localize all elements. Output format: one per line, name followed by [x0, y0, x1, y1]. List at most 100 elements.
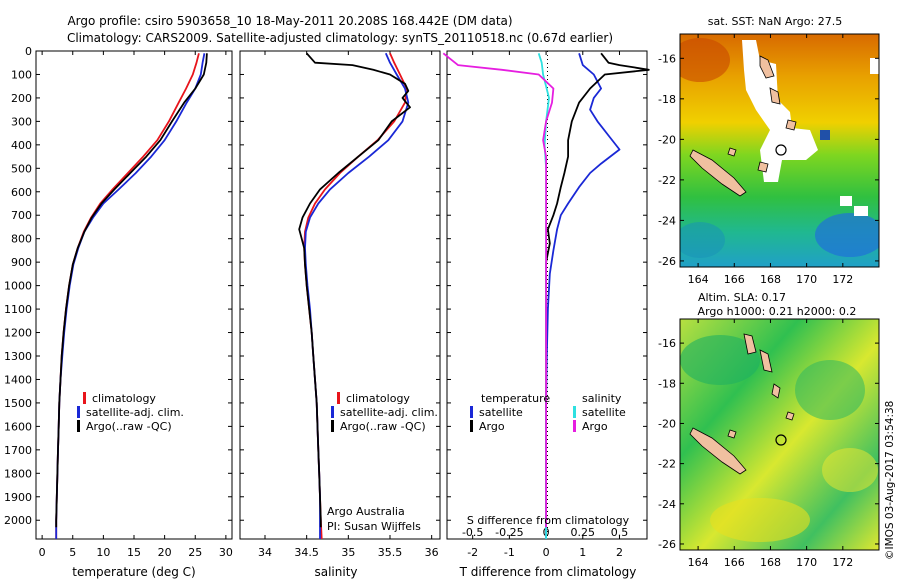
longitude-tick-label: 166: [724, 556, 745, 569]
cloud-mask-small: [854, 206, 868, 216]
depth-tick-label: 400: [11, 139, 32, 152]
temperature-plot-frame: [35, 50, 233, 540]
vanuatu-island: [785, 411, 795, 421]
pi-note: PI: Susan Wijffels: [327, 520, 421, 533]
legend-label-t-argo: Argo: [479, 420, 505, 433]
latitude-tick-label: -16: [658, 52, 676, 65]
latitude-tick-label: -20: [658, 133, 676, 146]
legend-label-argo: Argo(..raw -QC): [86, 420, 172, 433]
depth-tick-label: 100: [11, 68, 32, 81]
vanuatu-island: [759, 55, 775, 79]
salinity-x-label: salinity: [314, 565, 357, 579]
vanuatu-island: [785, 119, 797, 131]
temperature-legend: climatology satellite-adj. clim. Argo(..…: [77, 392, 184, 433]
depth-tick-label: 800: [11, 233, 32, 246]
legend-swatch-s-argo: [573, 420, 576, 432]
legend-label-climatology: climatology: [346, 392, 410, 405]
depth-tick-label: 2000: [4, 514, 32, 527]
figure-title-line2: Climatology: CARS2009. Satellite-adjuste…: [67, 31, 613, 45]
sla-field: [680, 319, 879, 550]
temperature-panel: 0100200300400500600700800900100011001200…: [4, 45, 233, 579]
latitude-tick-label: -24: [658, 214, 676, 227]
latitude-tick-label: -22: [658, 174, 676, 187]
legend-label-s-argo: Argo: [582, 420, 608, 433]
sla-low: [680, 335, 760, 385]
latitude-tick-label: -18: [658, 93, 676, 106]
s-difference-tick-label: -0.25: [495, 526, 523, 539]
temperature-series: [55, 53, 208, 539]
salinity-plot-frame: [239, 50, 441, 540]
x-tick-label: 34.5: [294, 546, 319, 559]
x-tick-label: 0: [39, 546, 46, 559]
legend-swatch-argo: [331, 420, 334, 432]
depth-tick-label: 300: [11, 115, 32, 128]
depth-tick-label: 1500: [4, 397, 32, 410]
depth-tick-label: 1300: [4, 350, 32, 363]
depth-tick-label: 1000: [4, 280, 32, 293]
depth-tick-label: 1800: [4, 467, 32, 480]
legend-swatch-climatology: [337, 392, 340, 404]
depth-axis: 0 100 200 300 400 500 600 700 800 900 1000 1100 1200…: [4, 45, 232, 527]
legend-label-t-satellite: satellite: [479, 406, 523, 419]
argo-australia-note: Argo Australia: [327, 505, 405, 518]
depth-tick-label: 900: [11, 256, 32, 269]
longitude-tick-label: 166: [724, 273, 745, 286]
x-tick-label: 35: [341, 546, 355, 559]
legend-swatch-satellite: [77, 406, 80, 418]
longitude-tick-label: 164: [688, 273, 709, 286]
depth-tick-label: 1900: [4, 491, 32, 504]
s-difference-tick-label: -0.5: [462, 526, 483, 539]
loyalty-island: [727, 147, 737, 157]
legend-label-satellite: satellite-adj. clim.: [340, 406, 438, 419]
series-line-argo-raw-qc: [298, 52, 411, 528]
sst-map: sat. SST: NaN Argo: 27.5 164 166 168 170 172…: [658, 15, 880, 286]
legend-title-temperature: temperature: [481, 392, 550, 405]
cool-patch: [815, 213, 879, 257]
salinity-depth-ticks: [240, 50, 440, 521]
sst-map-axes: 164 166 168 170 172 -16 -18 -20 -22 -24 -26: [658, 34, 879, 286]
depth-tick-label: 200: [11, 92, 32, 105]
sla-high: [710, 498, 810, 542]
legend-swatch-t-satellite: [470, 406, 473, 418]
depth-tick-label: 500: [11, 162, 32, 175]
x-tick-label: 0: [543, 546, 550, 559]
salinity-panel: 34 34.5 35 35.5 36 climatology satellite-adj…: [239, 50, 441, 579]
depth-tick-label: 1200: [4, 327, 32, 340]
x-tick-label: 34: [258, 546, 272, 559]
longitude-tick-label: 164: [688, 556, 709, 569]
sla-map: Altim. SLA: 0.17 Argo h1000: 0.21 h2000:…: [658, 291, 880, 569]
legend-swatch-argo: [77, 420, 80, 432]
depth-tick-label: 1600: [4, 420, 32, 433]
depth-tick-label: 1100: [4, 303, 32, 316]
difference-panel: -2 -1 0 1 2-0.5 -0.25 0 0.25 0.5 temperature sat…: [442, 50, 650, 579]
latitude-tick-label: -26: [658, 255, 676, 268]
cloud-mask-small: [840, 196, 852, 206]
loyalty-island: [727, 429, 737, 439]
vanuatu-island: [771, 383, 781, 399]
temperature-difference-label: T difference from climatology: [459, 565, 637, 579]
x-tick-label: 36: [425, 546, 439, 559]
temperature-x-label: temperature (deg C): [72, 565, 195, 579]
vanuatu-island: [769, 87, 781, 105]
series-line-salinity-argo: [442, 52, 555, 528]
depth-tick-label: 1700: [4, 444, 32, 457]
sst-map-frame: [679, 33, 880, 268]
legend-swatch-s-satellite: [573, 406, 576, 418]
s-difference-tick-label: 0.25: [571, 526, 596, 539]
argo-position-marker: [775, 434, 787, 446]
latitude-tick-label: -18: [658, 377, 676, 390]
cloud-mask-edge: [870, 58, 879, 74]
x-tick-label: -2: [467, 546, 478, 559]
x-tick-label: 5: [69, 546, 76, 559]
x-tick-label: 25: [188, 546, 202, 559]
difference-series: [442, 52, 650, 539]
difference-depth-ticks: [447, 50, 647, 521]
vanuatu-island: [743, 333, 757, 355]
s-difference-tick-label: 0.5: [611, 526, 629, 539]
longitude-tick-label: 168: [760, 273, 781, 286]
legend-label-climatology: climatology: [92, 392, 156, 405]
salinity-series: [298, 52, 411, 540]
x-tick-label: 2: [616, 546, 623, 559]
series-line-temperature-satellite: [545, 53, 621, 539]
